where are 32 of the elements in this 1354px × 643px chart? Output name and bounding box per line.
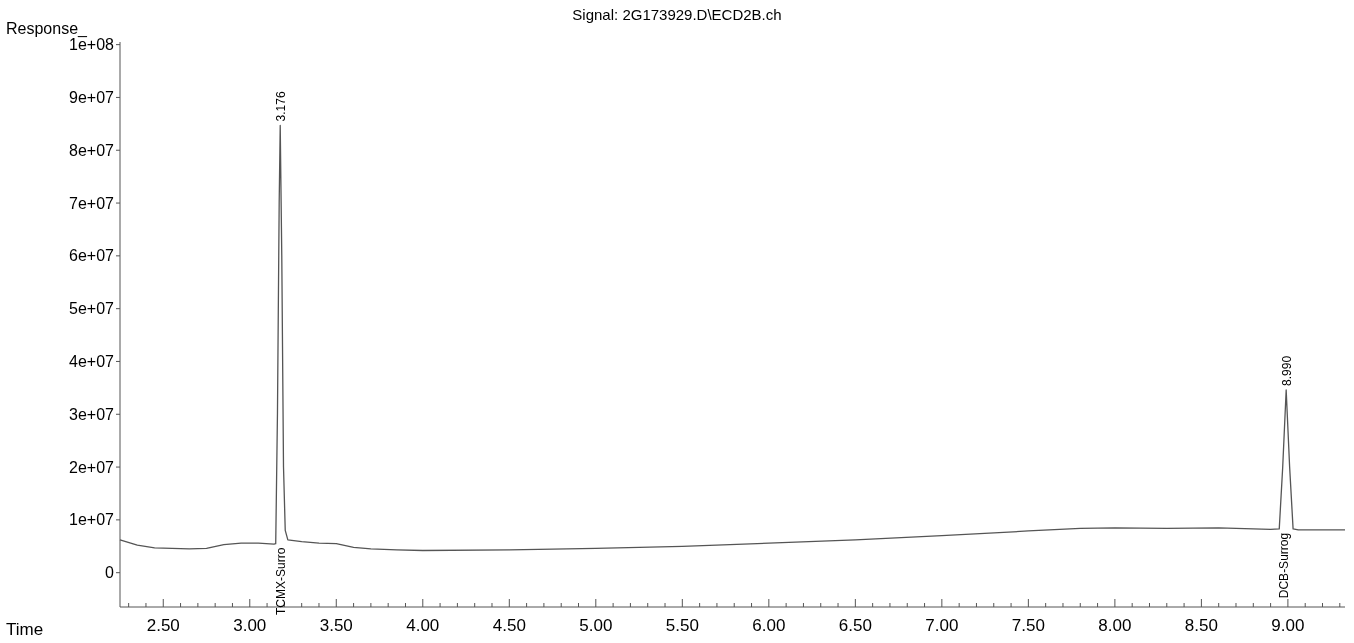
- annotation: TCMX-Surro: [273, 547, 288, 615]
- x-tick-label: 9.00: [1271, 616, 1305, 635]
- y-tick-label: 6e+07: [69, 247, 115, 265]
- x-tick-label: 5.50: [665, 616, 699, 635]
- x-axis-title: Time: [6, 620, 44, 639]
- x-tick-label: 6.50: [838, 616, 872, 635]
- x-tick-label: 3.50: [319, 616, 353, 635]
- x-tick-label: 4.50: [492, 616, 526, 635]
- y-tick-label: 2e+07: [69, 458, 115, 476]
- y-tick-label: 3e+07: [69, 405, 115, 423]
- x-tick-label: 7.00: [925, 616, 959, 635]
- y-tick-label: 9e+07: [69, 89, 115, 107]
- annotation: DCB-Surrog: [1277, 532, 1292, 599]
- y-tick-label: 0: [105, 564, 115, 582]
- x-tick-label: 7.50: [1011, 616, 1045, 635]
- y-tick-label: 5e+07: [69, 300, 115, 318]
- x-tick-label: 4.00: [406, 616, 440, 635]
- x-tick-label: 5.00: [579, 616, 613, 635]
- y-axis-title: Response_: [6, 20, 89, 38]
- x-tick-label: 8.00: [1098, 616, 1132, 635]
- y-tick-label: 1e+08: [69, 36, 115, 54]
- x-tick-label: 3.00: [233, 616, 267, 635]
- y-tick-label: 4e+07: [69, 353, 115, 371]
- y-tick-label: 8e+07: [69, 141, 115, 159]
- y-tick-label: 1e+07: [69, 511, 115, 529]
- x-tick-label: 2.50: [146, 616, 180, 635]
- annotation: 3.176: [274, 91, 289, 122]
- annotation: 8.990: [1280, 355, 1295, 386]
- x-tick-label: 6.00: [752, 616, 786, 635]
- chart-title: Signal: 2G173929.D\ECD2B.ch: [572, 6, 782, 23]
- x-tick-label: 8.50: [1184, 616, 1218, 635]
- y-tick-label: 7e+07: [69, 194, 115, 212]
